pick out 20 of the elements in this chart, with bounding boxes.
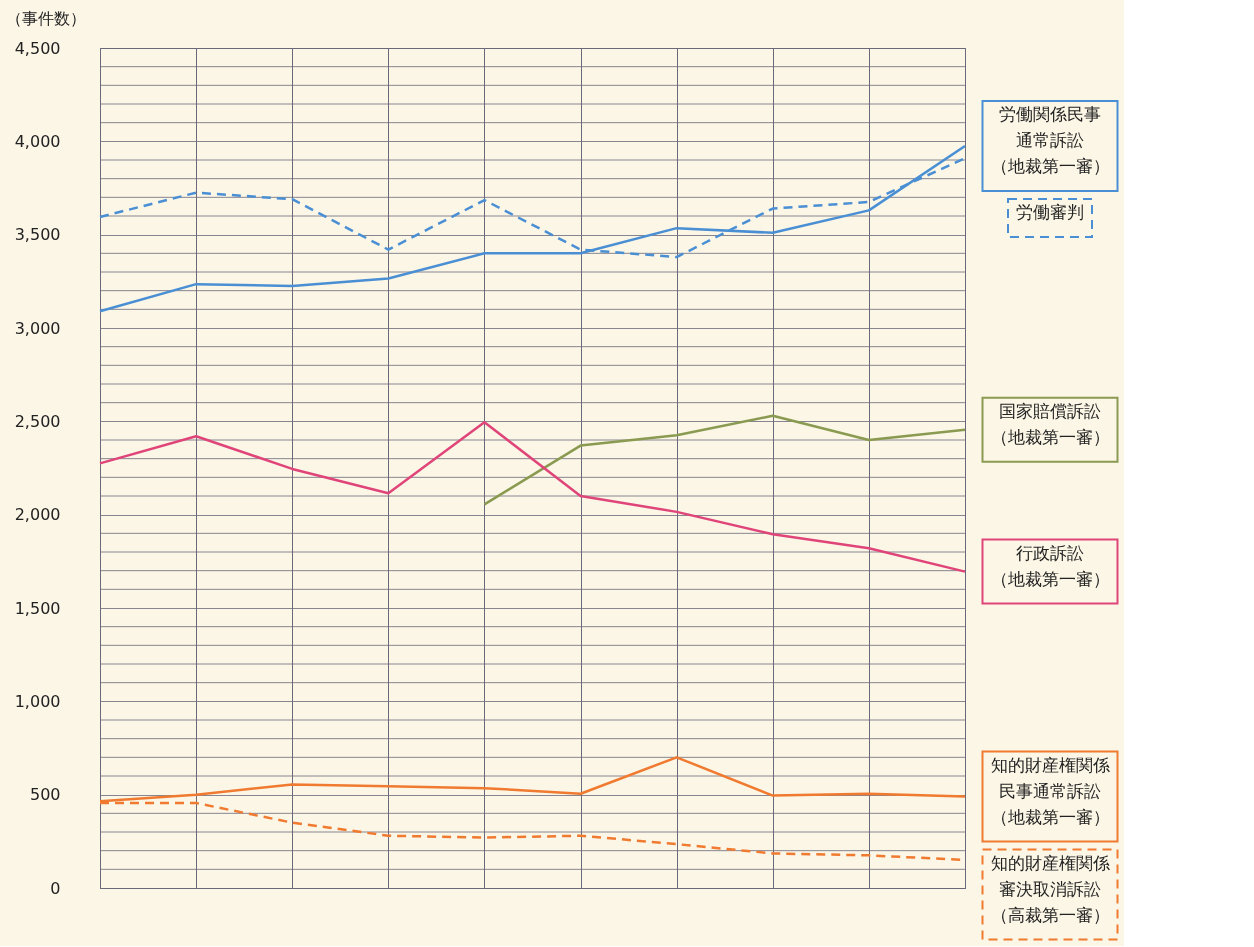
y-tick-label: 3,500	[14, 225, 61, 245]
text: 労働審判	[1016, 202, 1084, 222]
series-label: 知的財産権関係審決取消訴訟（高裁第一審）	[990, 852, 1110, 925]
y-tick-label: 4,000	[14, 131, 61, 151]
y-tick-label: 2,000	[14, 505, 61, 525]
series-label: 国家賠償訴訟（地裁第一審）	[990, 400, 1110, 447]
series-label: 知的財産権関係民事通常訴訟（地裁第一審）	[990, 754, 1110, 827]
y-tick-label: 500	[29, 785, 61, 805]
series-label: 行政訴訟（地裁第一審）	[990, 542, 1110, 589]
y-tick-label: 4,500	[14, 38, 61, 58]
y-tick-label: 0	[50, 878, 61, 898]
series-label: 労働関係民事通常訴訟（地裁第一審）	[990, 104, 1110, 176]
line-series	[98, 421, 967, 573]
y-axis-title: （事件数）	[5, 8, 86, 28]
line-series	[98, 144, 967, 313]
y-tick-label: 1,000	[14, 691, 61, 711]
y-tick-label: 1,500	[14, 598, 61, 618]
y-tick-label: 3,000	[14, 318, 61, 338]
line-series	[483, 414, 967, 506]
y-tick-label: 2,500	[14, 411, 61, 431]
